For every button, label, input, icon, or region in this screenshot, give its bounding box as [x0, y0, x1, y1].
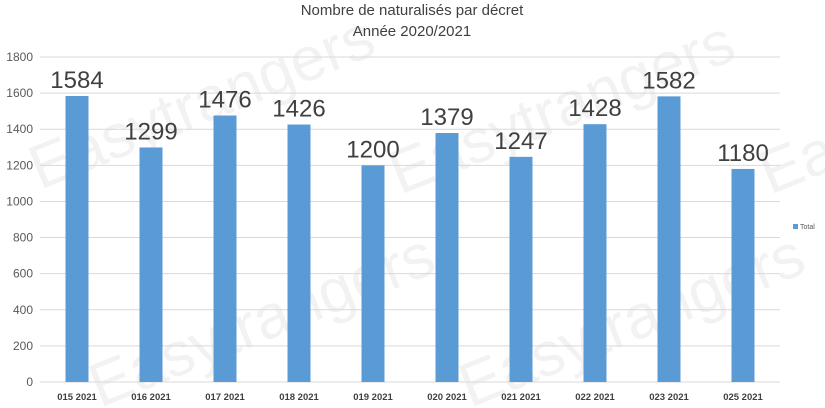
x-tick-label: 025 2021: [723, 392, 763, 403]
bar: [731, 168, 755, 382]
x-tick-label: 023 2021: [649, 392, 689, 403]
bar: [65, 96, 89, 382]
x-tick-label: 020 2021: [427, 392, 467, 403]
x-tick-label: 018 2021: [279, 392, 319, 403]
data-label: 1426: [272, 96, 325, 123]
data-label: 1584: [50, 67, 103, 94]
x-tick-label: 015 2021: [57, 392, 97, 403]
bar: [657, 96, 681, 382]
data-label: 1180: [717, 140, 769, 167]
bar: [509, 156, 533, 382]
legend-label: Total: [800, 224, 815, 231]
bar: [361, 165, 385, 382]
chart-subtitle: Année 2020/2021: [353, 23, 471, 40]
data-label: 1428: [568, 95, 621, 122]
legend-swatch: [793, 224, 798, 229]
bar: [287, 124, 311, 383]
y-tick-label: 400: [13, 303, 33, 317]
bar: [583, 124, 607, 383]
bar: [435, 133, 459, 382]
y-tick-label: 1800: [6, 50, 33, 64]
y-tick-label: 200: [13, 339, 33, 353]
y-axis: 0 200 400 600 800 1000 1200 1400 1600 1800: [6, 50, 33, 389]
y-tick-label: 600: [13, 267, 33, 281]
data-label: 1247: [494, 128, 547, 155]
bar: [139, 147, 163, 382]
data-label: 1299: [124, 118, 177, 145]
gridlines: [40, 56, 780, 383]
watermark-logo: Easytrangers: [79, 220, 444, 408]
legend: Total: [793, 224, 815, 231]
watermark-logo: Easytrangers: [449, 220, 814, 408]
y-tick-label: 1200: [6, 158, 33, 172]
y-tick-label: 800: [13, 231, 33, 245]
y-tick-label: 1400: [6, 122, 33, 136]
x-tick-label: 022 2021: [575, 392, 615, 403]
x-axis: 015 2021 016 2021 017 2021 018 2021 019 2021…: [57, 392, 763, 403]
data-label: 1476: [198, 87, 251, 114]
x-tick-label: 019 2021: [353, 392, 393, 403]
chart-title: Nombre de naturalisés par décret: [301, 2, 524, 19]
x-tick-label: 021 2021: [501, 392, 541, 403]
x-tick-label: 016 2021: [131, 392, 171, 403]
data-label: 1582: [642, 67, 695, 94]
data-label: 1200: [346, 136, 399, 163]
y-tick-label: 1000: [6, 194, 33, 208]
y-tick-label: 1600: [6, 86, 33, 100]
bars: 1584 1299 1476 1426 1200 1379 1247 1428 1582 1180: [50, 67, 769, 383]
bar: [213, 115, 237, 382]
data-label: 1379: [420, 104, 473, 131]
x-tick-label: 017 2021: [205, 392, 245, 403]
y-tick-label: 0: [26, 375, 33, 389]
watermark-logo: Easytrangers: [749, 7, 825, 208]
